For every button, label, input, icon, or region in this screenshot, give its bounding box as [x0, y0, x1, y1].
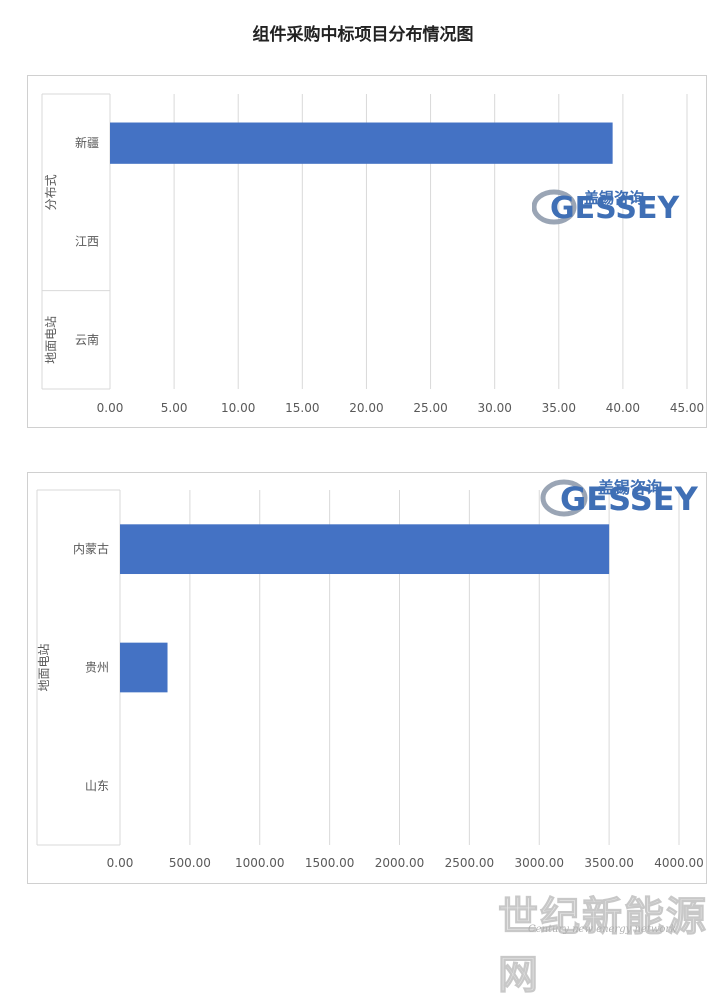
x-tick-label: 4000.00	[654, 856, 704, 870]
logo-en-text: GESSEY	[560, 480, 699, 518]
x-tick-label: 5.00	[161, 401, 188, 415]
category-label: 内蒙古	[73, 541, 109, 556]
x-tick-label: 500.00	[169, 856, 211, 870]
x-tick-label: 0.00	[107, 856, 134, 870]
gessey-logo-icon: GESSEY 盖锡咨询	[540, 478, 699, 518]
page-title: 组件采购中标项目分布情况图	[252, 25, 474, 45]
logo-cn-text: 盖锡咨询	[598, 478, 662, 497]
category-label: 新疆	[75, 135, 99, 150]
x-tick-label: 1000.00	[235, 856, 285, 870]
footer-watermark: 世纪新能源网 Century new energy network	[498, 862, 726, 999]
x-tick-label: 2000.00	[375, 856, 425, 870]
category-label: 云南	[75, 332, 99, 347]
chart-1-frame: 0.00 5.00 10.00 15.00 20.00 25.00 30.00 35.00 40…	[27, 75, 707, 428]
chart-1: 0.00 5.00 10.00 15.00 20.00 25.00 30.00 35.00 40…	[41, 93, 704, 415]
bar	[120, 524, 610, 575]
logo-en-text: GESSEY	[550, 191, 680, 225]
bar	[110, 122, 613, 164]
chart-2: 0.00 500.00 1000.00 1500.00 2000.00 2500.00 30…	[36, 489, 704, 870]
gessey-logo-icon: GESSEY 盖锡咨询	[532, 189, 680, 225]
x-tick-label: 25.00	[413, 401, 447, 415]
footer-cn-text: 世纪新能源网	[498, 893, 708, 999]
category-label: 江西	[75, 235, 99, 249]
x-tick-label: 20.00	[349, 401, 383, 415]
group-label: 地面电站	[37, 643, 51, 691]
x-tick-label: 15.00	[285, 401, 319, 415]
x-tick-label: 35.00	[542, 401, 576, 415]
group-label: 地面电站	[44, 316, 58, 364]
footer-en-text: Century new energy network	[528, 924, 677, 935]
x-tick-label: 10.00	[221, 401, 255, 415]
bar	[120, 642, 168, 693]
group-label: 分布式	[44, 174, 58, 210]
logo-cn-text: 盖锡咨询	[584, 189, 644, 207]
x-tick-label: 30.00	[477, 401, 511, 415]
x-tick-label: 1500.00	[305, 856, 355, 870]
category-label: 山东	[85, 779, 109, 793]
x-tick-label: 45.00	[670, 401, 704, 415]
x-tick-label: 40.00	[606, 401, 640, 415]
x-tick-label: 3500.00	[584, 856, 634, 870]
category-label: 贵州	[85, 661, 109, 675]
x-tick-label: 0.00	[97, 401, 124, 415]
x-tick-label: 2500.00	[445, 856, 495, 870]
x-tick-label: 3000.00	[514, 856, 564, 870]
chart-2-frame: 0.00 500.00 1000.00 1500.00 2000.00 2500.00 30…	[27, 472, 707, 884]
